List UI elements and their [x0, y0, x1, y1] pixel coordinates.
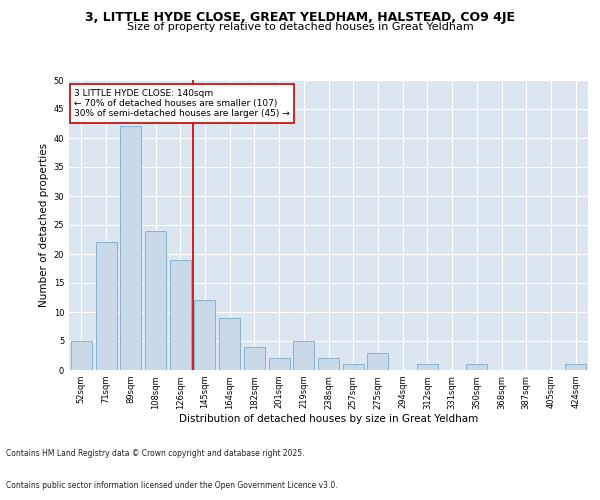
Bar [71, 341, 92, 370]
Bar [194, 300, 215, 370]
Bar [95, 242, 116, 370]
Bar [565, 364, 586, 370]
Text: Contains HM Land Registry data © Crown copyright and database right 2025.: Contains HM Land Registry data © Crown c… [6, 448, 305, 458]
Bar [244, 347, 265, 370]
Y-axis label: Number of detached properties: Number of detached properties [40, 143, 49, 307]
X-axis label: Distribution of detached houses by size in Great Yeldham: Distribution of detached houses by size … [179, 414, 478, 424]
Bar [417, 364, 438, 370]
Bar [318, 358, 339, 370]
Bar [466, 364, 487, 370]
Bar [170, 260, 191, 370]
Bar [219, 318, 240, 370]
Bar [367, 352, 388, 370]
Bar [145, 231, 166, 370]
Text: 3, LITTLE HYDE CLOSE, GREAT YELDHAM, HALSTEAD, CO9 4JE: 3, LITTLE HYDE CLOSE, GREAT YELDHAM, HAL… [85, 11, 515, 24]
Text: Size of property relative to detached houses in Great Yeldham: Size of property relative to detached ho… [127, 22, 473, 32]
Text: 3 LITTLE HYDE CLOSE: 140sqm
← 70% of detached houses are smaller (107)
30% of se: 3 LITTLE HYDE CLOSE: 140sqm ← 70% of det… [74, 88, 290, 118]
Text: Contains public sector information licensed under the Open Government Licence v3: Contains public sector information licen… [6, 481, 338, 490]
Bar [343, 364, 364, 370]
Bar [269, 358, 290, 370]
Bar [293, 341, 314, 370]
Bar [120, 126, 141, 370]
